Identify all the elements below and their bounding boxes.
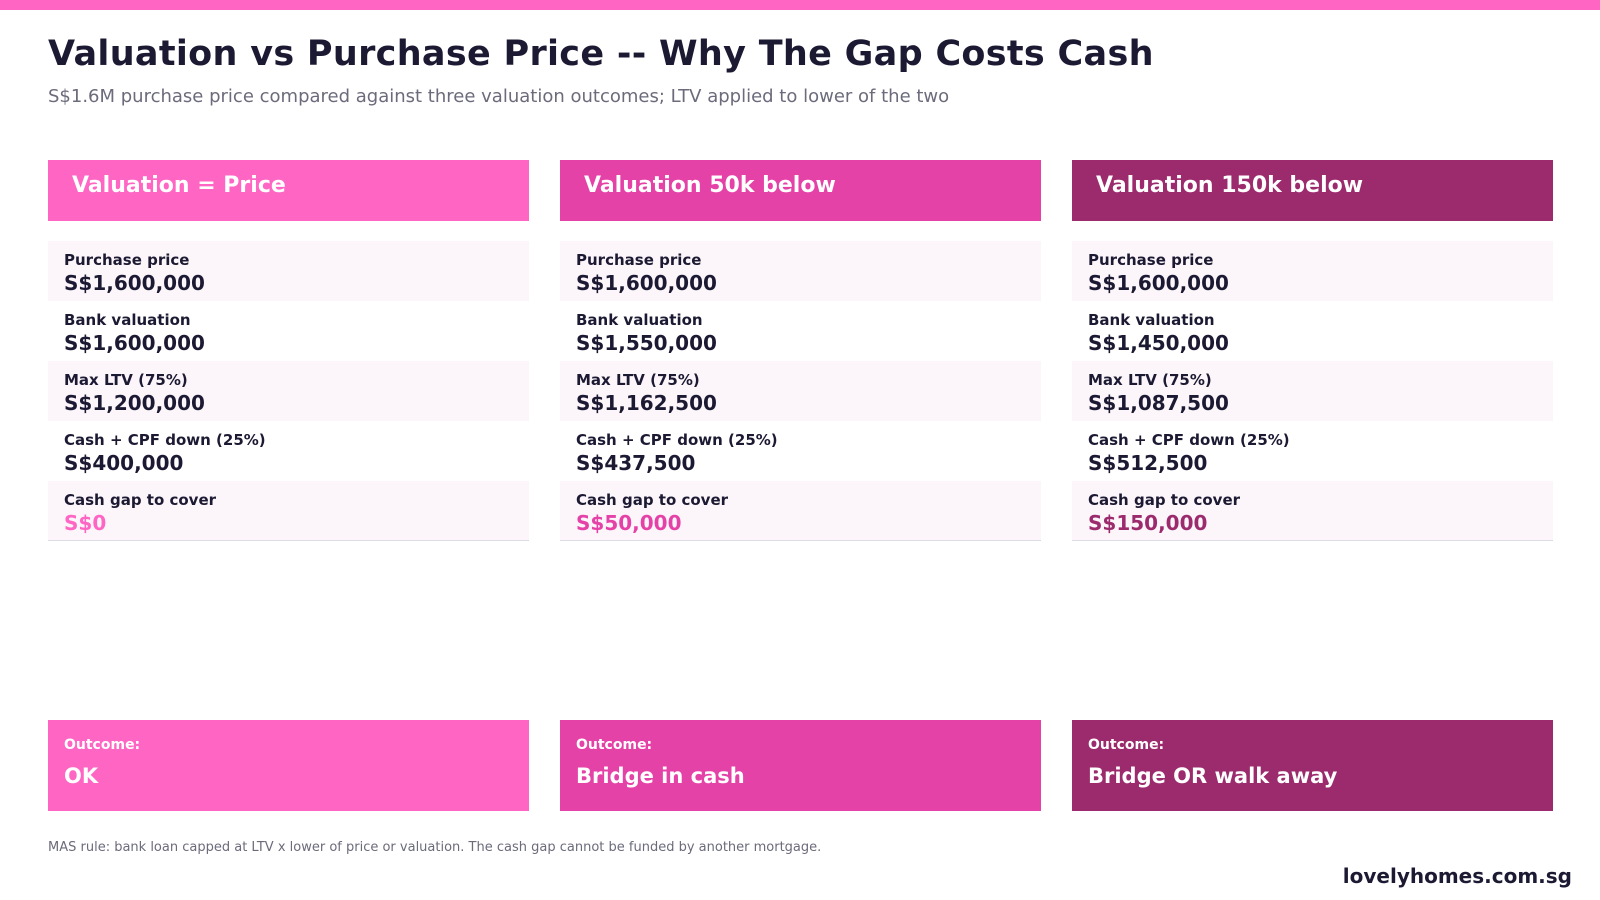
outcome-label: Outcome:: [1088, 737, 1165, 753]
row-value: S$437,500: [576, 451, 696, 475]
outcome-box-150k-below: Outcome: Bridge OR walk away: [1072, 720, 1553, 811]
row-label: Purchase price: [576, 251, 702, 269]
row-cash-cpf-down: Cash + CPF down (25%) S$437,500: [560, 421, 1041, 481]
outcome-label: Outcome:: [576, 737, 653, 753]
outcome-value: Bridge in cash: [576, 764, 745, 788]
row-label: Purchase price: [64, 251, 190, 269]
row-label: Cash gap to cover: [64, 491, 217, 509]
row-label: Bank valuation: [64, 311, 191, 329]
row-label: Cash + CPF down (25%): [64, 431, 266, 449]
row-max-ltv: Max LTV (75%) S$1,087,500: [1072, 361, 1553, 421]
scenario-rows: Purchase price S$1,600,000 Bank valuatio…: [560, 241, 1041, 541]
row-cash-gap: Cash gap to cover S$50,000: [560, 481, 1041, 541]
cash-gap-value: S$50,000: [576, 511, 682, 535]
footnote: MAS rule: bank loan capped at LTV x lowe…: [48, 840, 822, 855]
row-label: Cash + CPF down (25%): [1088, 431, 1290, 449]
row-bank-valuation: Bank valuation S$1,550,000: [560, 301, 1041, 361]
row-label: Max LTV (75%): [1088, 371, 1212, 389]
row-value: S$1,087,500: [1088, 391, 1229, 415]
row-value: S$1,200,000: [64, 391, 205, 415]
row-value: S$1,600,000: [576, 271, 717, 295]
row-purchase-price: Purchase price S$1,600,000: [1072, 241, 1553, 301]
outcome-box-50k-below: Outcome: Bridge in cash: [560, 720, 1041, 811]
row-purchase-price: Purchase price S$1,600,000: [48, 241, 529, 301]
scenario-column-150k-below: Valuation 150k below Purchase price S$1,…: [1072, 160, 1553, 541]
row-value: S$1,162,500: [576, 391, 717, 415]
row-label: Purchase price: [1088, 251, 1214, 269]
row-label: Max LTV (75%): [576, 371, 700, 389]
scenario-column-50k-below: Valuation 50k below Purchase price S$1,6…: [560, 160, 1041, 541]
row-value: S$400,000: [64, 451, 184, 475]
page-subtitle: S$1.6M purchase price compared against t…: [48, 86, 950, 107]
scenario-rows: Purchase price S$1,600,000 Bank valuatio…: [1072, 241, 1553, 541]
row-value: S$1,450,000: [1088, 331, 1229, 355]
scenario-header: Valuation 50k below: [560, 160, 1041, 221]
outcome-value: OK: [64, 764, 99, 788]
row-max-ltv: Max LTV (75%) S$1,162,500: [560, 361, 1041, 421]
outcome-label: Outcome:: [64, 737, 141, 753]
top-accent-bar: [0, 0, 1600, 10]
row-cash-cpf-down: Cash + CPF down (25%) S$400,000: [48, 421, 529, 481]
row-label: Max LTV (75%): [64, 371, 188, 389]
row-value: S$1,550,000: [576, 331, 717, 355]
row-bank-valuation: Bank valuation S$1,600,000: [48, 301, 529, 361]
scenario-column-equal: Valuation = Price Purchase price S$1,600…: [48, 160, 529, 541]
cash-gap-value: S$150,000: [1088, 511, 1208, 535]
row-cash-cpf-down: Cash + CPF down (25%) S$512,500: [1072, 421, 1553, 481]
row-label: Cash gap to cover: [576, 491, 729, 509]
scenario-rows: Purchase price S$1,600,000 Bank valuatio…: [48, 241, 529, 541]
row-value: S$1,600,000: [1088, 271, 1229, 295]
scenario-header: Valuation 150k below: [1072, 160, 1553, 221]
brand-link[interactable]: lovelyhomes.com.sg: [1342, 864, 1572, 888]
scenario-header: Valuation = Price: [48, 160, 529, 221]
row-max-ltv: Max LTV (75%) S$1,200,000: [48, 361, 529, 421]
row-value: S$1,600,000: [64, 331, 205, 355]
row-value: S$1,600,000: [64, 271, 205, 295]
row-bank-valuation: Bank valuation S$1,450,000: [1072, 301, 1553, 361]
row-cash-gap: Cash gap to cover S$0: [48, 481, 529, 541]
row-value: S$512,500: [1088, 451, 1208, 475]
row-label: Bank valuation: [576, 311, 703, 329]
row-label: Cash gap to cover: [1088, 491, 1241, 509]
cash-gap-value: S$0: [64, 511, 107, 535]
outcome-value: Bridge OR walk away: [1088, 764, 1338, 788]
row-purchase-price: Purchase price S$1,600,000: [560, 241, 1041, 301]
outcome-box-equal: Outcome: OK: [48, 720, 529, 811]
row-label: Cash + CPF down (25%): [576, 431, 778, 449]
row-cash-gap: Cash gap to cover S$150,000: [1072, 481, 1553, 541]
row-label: Bank valuation: [1088, 311, 1215, 329]
page-title: Valuation vs Purchase Price -- Why The G…: [48, 34, 1154, 74]
